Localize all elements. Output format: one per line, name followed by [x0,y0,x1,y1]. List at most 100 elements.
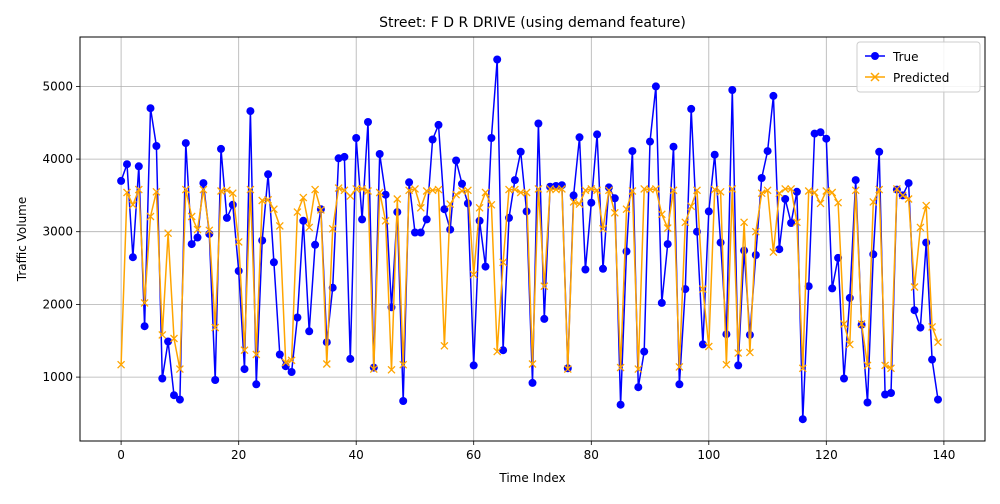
data-point-true [352,134,361,142]
data-point-predicted [117,360,126,369]
data-point-predicted [475,203,484,212]
data-point-true [140,322,149,331]
data-point-true [663,240,672,249]
data-point-true [252,380,261,389]
legend-box [856,41,981,93]
data-point-predicted [316,205,325,214]
data-point-true [146,104,155,113]
series-line-predicted [120,187,939,371]
data-point-true [781,195,790,203]
data-point-true [540,314,549,323]
data-point-predicted [881,361,890,370]
data-point-true [299,216,308,225]
data-point-true [710,150,719,159]
data-point-true [158,374,167,383]
data-point-predicted [540,282,549,291]
data-point-true [475,216,484,225]
data-point-true [228,200,237,209]
data-point-predicted [463,186,472,195]
data-point-predicted [393,195,402,203]
data-point-true [863,398,872,407]
data-point-true [669,142,678,151]
data-point-predicted [405,186,414,195]
data-point-predicted [187,212,196,221]
data-point-predicted [134,185,143,194]
data-point-predicted [446,200,455,209]
data-point-predicted [757,189,766,198]
data-point-predicted [681,218,690,227]
data-point-predicted [728,184,737,193]
legend-entry-predicted: Predicted [865,71,949,85]
data-point-predicted [528,360,537,368]
data-point-true [193,233,202,242]
data-point-predicted [346,192,355,201]
legend-entry-true: True [865,50,919,64]
data-point-predicted [557,184,566,193]
data-point-true [604,183,613,192]
data-point-true [269,258,278,267]
data-point-predicted [369,365,378,374]
data-point-predicted [922,201,931,210]
data-point-true [616,400,625,409]
data-point-predicted [499,258,508,267]
data-point-predicted [934,338,942,347]
data-point-predicted [751,227,760,236]
y-tick-label: 2000 [42,297,73,311]
data-point-true [840,374,848,383]
y-tick-label: 5000 [42,79,73,93]
data-point-predicted [634,365,643,374]
data-point-true [499,346,508,355]
data-point-predicted [810,188,819,197]
data-point-predicted [510,185,519,194]
data-point-predicted [493,347,502,356]
data-point-predicted [246,185,255,194]
data-point-predicted [228,189,237,198]
data-point-predicted [211,323,220,332]
data-point-predicted [616,363,625,372]
data-point-predicted [264,195,273,204]
data-point-true [928,355,937,364]
x-tick-label: 20 [231,448,246,462]
data-point-true [510,176,519,185]
plot-frame [79,36,986,442]
data-point-predicted [416,203,425,212]
data-point-predicted [252,350,261,359]
data-point-true [593,130,602,139]
data-point-predicted [469,270,478,279]
data-point-predicted [687,202,696,211]
x-tick-label: 60 [466,448,481,462]
data-point-true [434,120,443,129]
x-tick-label: 40 [349,448,364,462]
data-point-predicted [828,188,837,197]
data-point-predicted [716,187,725,196]
data-point-true [181,139,190,148]
data-point-predicted [334,184,343,193]
data-point-predicted [928,322,937,331]
data-point-true [264,170,273,179]
data-point-true [798,415,807,424]
data-point-true [234,267,243,275]
data-point-predicted [293,208,302,217]
data-point-true [399,397,408,405]
data-point-true [175,395,184,404]
data-point-predicted [575,200,584,209]
x-tick-label: 80 [584,448,599,462]
data-point-predicted [175,365,184,374]
data-point-predicted [834,198,843,207]
data-point-predicted [170,334,178,343]
data-point-predicted [181,185,190,194]
data-point-predicted [869,197,878,206]
data-point-true [775,245,784,254]
data-point-true [934,395,942,404]
data-point-predicted [775,189,784,198]
data-point-true [704,207,713,216]
data-point-true [875,147,884,156]
x-axis-label: Time Index [498,471,565,485]
data-point-true [757,174,766,182]
data-point-true [446,225,455,234]
x-tick-label: 0 [117,448,125,462]
data-point-true [258,236,267,245]
data-point-true [610,194,619,203]
data-point-true [804,282,813,291]
